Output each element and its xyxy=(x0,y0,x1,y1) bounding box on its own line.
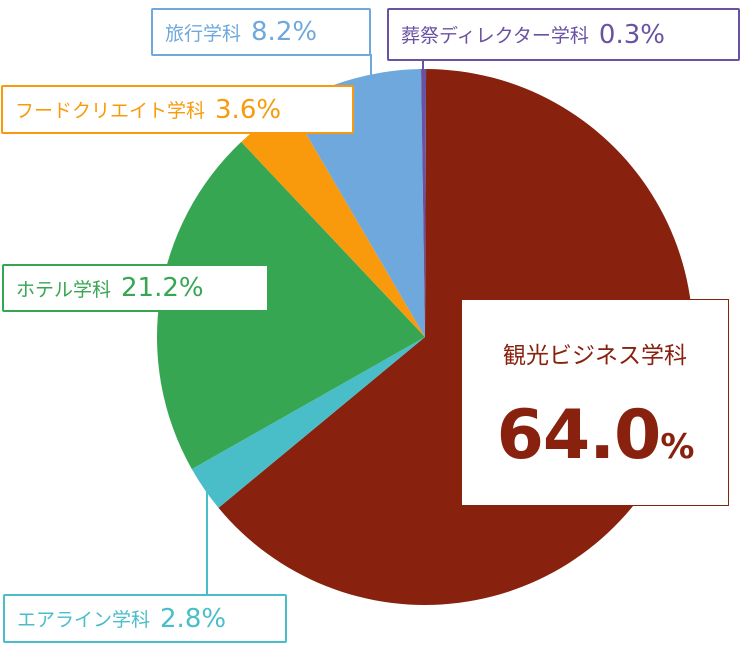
pie-slice xyxy=(241,105,425,337)
label-travel-name: 旅行学科 xyxy=(165,22,242,45)
travel-connector xyxy=(370,54,372,76)
pie-slice xyxy=(191,337,425,508)
pie-slice xyxy=(421,68,427,337)
label-funeral-name: 葬祭ディレクター学科 xyxy=(401,25,589,47)
label-hotel-value: 21.2% xyxy=(121,273,204,303)
label-airline-name: エアライン学科 xyxy=(17,609,151,631)
label-hotel-name: ホテル学科 xyxy=(16,278,112,301)
label-airline: エアライン学科 2.8% xyxy=(3,594,287,643)
label-travel-value: 8.2% xyxy=(251,17,318,47)
label-travel: 旅行学科 8.2% xyxy=(151,8,371,56)
label-main: 観光ビジネス学科 64.0% xyxy=(461,299,729,506)
airline-connector xyxy=(206,490,208,596)
pie-slice xyxy=(289,69,425,337)
funeral-connector xyxy=(422,60,424,80)
label-funeral: 葬祭ディレクター学科 0.3% xyxy=(387,8,740,61)
label-main-number: 64.0 xyxy=(496,396,662,475)
label-food-value: 3.6% xyxy=(215,94,282,125)
label-funeral-value: 0.3% xyxy=(598,19,665,50)
label-main-name: 観光ビジネス学科 xyxy=(503,343,687,369)
label-main-percent: % xyxy=(660,427,694,467)
label-airline-value: 2.8% xyxy=(160,603,227,634)
label-main-value: 64.0% xyxy=(462,396,728,475)
label-hotel: ホテル学科 21.2% xyxy=(2,264,269,312)
label-food: フードクリエイト学科 3.6% xyxy=(1,85,354,134)
label-food-name: フードクリエイト学科 xyxy=(15,100,206,122)
pie-slice xyxy=(157,141,425,470)
